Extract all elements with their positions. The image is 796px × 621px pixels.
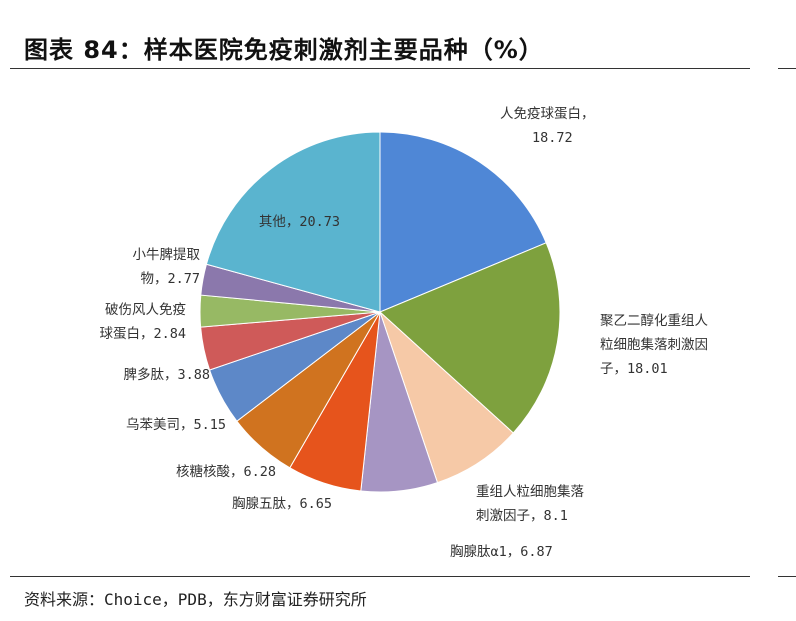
bottom-rule-right-stub: [778, 576, 796, 577]
top-rule: [10, 68, 750, 69]
slice-label: 脾多肽，3.88: [123, 366, 210, 383]
pie-slice: [378, 310, 514, 484]
slice-label: 小牛脾提取物，2.77: [133, 247, 201, 287]
pie-slice: [379, 131, 547, 313]
slice-label: 聚乙二醇化重组人粒细胞集落刺激因子，18.01: [600, 312, 708, 377]
bottom-rule: [10, 576, 750, 577]
slice-label: 人免疫球蛋白， 18.72: [500, 106, 595, 146]
slice-label: 胸腺五肽，6.65: [232, 496, 332, 512]
pie-slice: [205, 131, 381, 313]
slice-label: 乌苯美司，5.15: [126, 417, 226, 433]
slice-label: 胸腺肽α1，6.87: [450, 544, 553, 560]
slice-label: 重组人粒细胞集落刺激因子，8.1: [476, 484, 584, 524]
slice-label: 其他，20.73: [259, 214, 340, 230]
pie-slices: [199, 131, 561, 493]
slice-labels: 人免疫球蛋白， 18.72 聚乙二醇化重组人粒细胞集落刺激因子，18.01 重组人粒细…: [99, 106, 708, 560]
source-note: 资料来源：Choice，PDB，东方财富证券研究所: [24, 590, 367, 609]
pie-slice: [379, 242, 561, 434]
top-rule-right-stub: [778, 68, 796, 69]
slice-label: 破伤风人免疫球蛋白，2.84: [99, 302, 186, 342]
slice-label: 核糖核酸，6.28: [176, 464, 276, 480]
page-title: 图表 84：样本医院免疫刺激剂主要品种（%）: [24, 36, 544, 64]
